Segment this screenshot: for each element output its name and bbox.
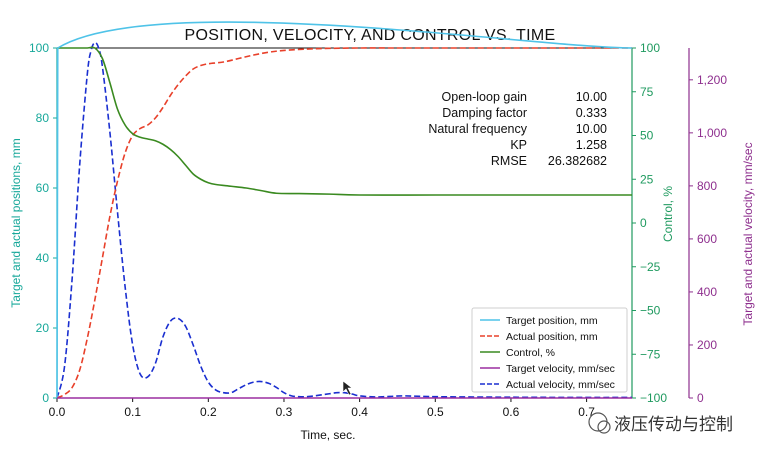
parameter-label: Damping factor: [442, 106, 527, 120]
parameter-label: Open-loop gain: [442, 90, 528, 104]
series-line-0: [56, 21, 633, 399]
y-right1-tick-label: 75: [640, 85, 654, 99]
parameter-value: 10.00: [576, 90, 607, 104]
y-right2-tick-label: 1,200: [697, 73, 727, 87]
watermark-text: 液压传动与控制: [614, 415, 733, 435]
y-right2-tick-label: 600: [697, 232, 717, 246]
y-right2-tick-label: 200: [697, 338, 717, 352]
wechat-icon-inner: [597, 420, 611, 434]
x-axis-label: Time, sec.: [301, 428, 356, 442]
y-left-tick-label: 40: [36, 251, 50, 265]
x-tick-label: 0.6: [503, 405, 520, 419]
y-right1-axis-label: Control, %: [661, 186, 675, 242]
legend-label: Target velocity, mm/sec: [506, 363, 615, 375]
legend-label: Actual position, mm: [506, 331, 598, 343]
legend-label: Actual velocity, mm/sec: [506, 379, 615, 391]
parameter-box: Open-loop gain 10.00 Damping factor 0.333 Na…: [428, 90, 607, 168]
series-line-1: [56, 47, 632, 399]
x-tick-label: 0.7: [578, 405, 595, 419]
y-left-axis-label: Target and actual positions, mm: [9, 138, 23, 307]
chart-title: POSITION, VELOCITY, AND CONTROL VS. TIME: [185, 27, 556, 44]
y-left-tick-label: 20: [36, 321, 50, 335]
y-right1-tick-label: −25: [640, 260, 661, 274]
watermark: 液压传动与控制: [588, 412, 733, 435]
x-tick-label: 0.5: [427, 405, 444, 419]
parameter-label: RMSE: [491, 154, 527, 168]
legend-label: Control, %: [506, 347, 555, 359]
x-tick-label: 0.0: [49, 405, 66, 419]
parameter-value: 0.333: [576, 106, 607, 120]
parameter-label: Natural frequency: [428, 122, 527, 136]
series-line-4: [56, 41, 633, 399]
y-right2-tick-label: 1,000: [697, 126, 727, 140]
y-right1-tick-label: −75: [640, 347, 661, 361]
y-right1-tick-label: 0: [640, 216, 647, 230]
y-right2-tick-label: 800: [697, 179, 717, 193]
y-right2-tick-label: 0: [697, 391, 704, 405]
y-right1-tick-label: 25: [640, 172, 654, 186]
y-right1-tick-label: −100: [640, 391, 667, 405]
y-left-tick-label: 80: [36, 111, 50, 125]
x-tick-label: 0.4: [351, 405, 368, 419]
y-right1-tick-label: 50: [640, 129, 654, 143]
x-tick-label: 0.1: [124, 405, 141, 419]
y-right1-tick-label: −50: [640, 304, 661, 318]
parameter-label: KP: [510, 138, 527, 152]
series-line-2: [57, 46, 632, 196]
parameter-value: 26.382682: [548, 154, 607, 168]
x-tick-label: 0.2: [200, 405, 217, 419]
y-right1-tick-label: 100: [640, 41, 660, 55]
y-left-tick-label: 100: [29, 41, 49, 55]
legend-label: Target position, mm: [506, 315, 598, 327]
legend: Target position, mm Actual position, mm Co…: [471, 307, 628, 393]
y-right2-tick-label: 400: [697, 285, 717, 299]
parameter-value: 10.00: [576, 122, 607, 136]
axes: 0.0 0.1 0.2 0.3 0.4 0.5 0.6 0.7 0 20 40 60 80 100 −100…: [29, 41, 727, 419]
y-right2-axis-label: Target and actual velocity, mm/sec: [741, 142, 755, 325]
legend-frame: [471, 307, 628, 393]
y-left-tick-label: 0: [42, 391, 49, 405]
parameter-value: 1.258: [576, 138, 607, 152]
plot-lines: [56, 21, 633, 399]
mouse-cursor-icon: [342, 380, 353, 396]
x-tick-label: 0.3: [276, 405, 293, 419]
y-left-tick-label: 60: [36, 181, 50, 195]
